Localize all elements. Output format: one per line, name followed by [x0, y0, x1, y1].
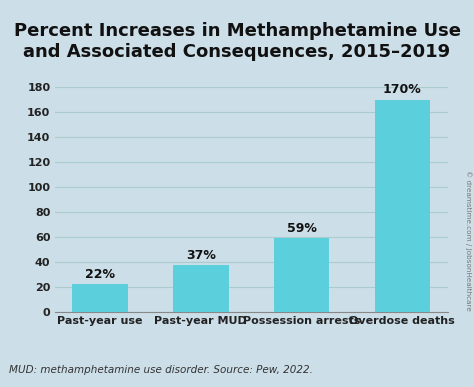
- Text: 59%: 59%: [287, 222, 317, 235]
- Text: Percent Increases in Methamphetamine Use
and Associated Consequences, 2015–2019: Percent Increases in Methamphetamine Use…: [13, 22, 461, 61]
- Text: MUD: methamphetamine use disorder. Source: Pew, 2022.: MUD: methamphetamine use disorder. Sourc…: [9, 365, 313, 375]
- Text: © dreamstime.com / JobsonHealthcare: © dreamstime.com / JobsonHealthcare: [465, 170, 472, 310]
- Bar: [374, 99, 430, 312]
- Bar: [173, 265, 228, 312]
- Bar: [73, 284, 128, 312]
- Bar: [274, 238, 329, 312]
- Text: 170%: 170%: [383, 84, 422, 96]
- Text: 22%: 22%: [85, 268, 115, 281]
- Text: 37%: 37%: [186, 249, 216, 262]
